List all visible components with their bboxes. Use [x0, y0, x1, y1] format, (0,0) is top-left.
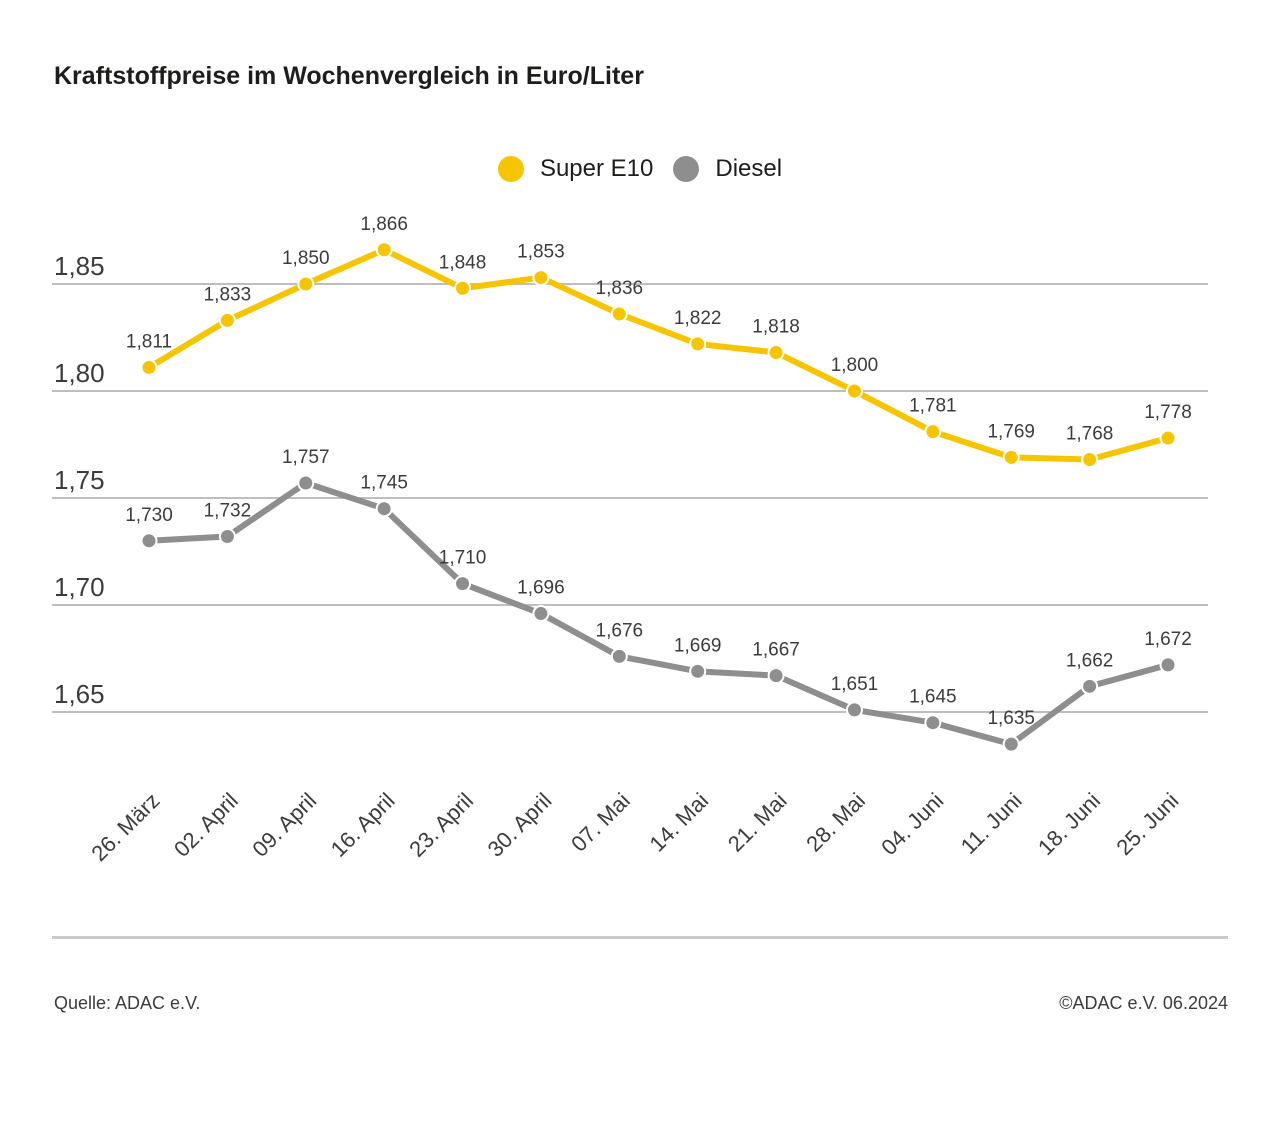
data-point-label: 1,768 [1066, 423, 1114, 444]
data-point-label: 1,669 [674, 635, 722, 656]
data-point-label: 1,667 [752, 640, 800, 661]
data-point-marker [454, 575, 472, 593]
data-point-marker [689, 335, 707, 353]
data-point-label: 1,645 [909, 687, 957, 708]
data-point-label: 1,800 [831, 355, 879, 376]
y-axis-tick-label: 1,70 [54, 572, 105, 602]
x-axis-tick-label: 14. Mai [645, 788, 714, 857]
copyright-note: ©ADAC e.V. 06.2024 [1059, 993, 1228, 1013]
data-point-label: 1,769 [987, 421, 1035, 442]
data-point-marker [610, 647, 628, 665]
y-axis-tick-label: 1,75 [54, 465, 105, 495]
data-point-marker [454, 279, 472, 297]
data-point-label: 1,818 [752, 316, 800, 337]
data-point-label: 1,811 [126, 331, 172, 352]
data-point-label: 1,710 [439, 548, 487, 569]
data-point-marker [689, 662, 707, 680]
x-axis-tick-label: 04. Juni [876, 788, 948, 860]
data-point-label: 1,757 [282, 447, 330, 468]
x-axis-tick-label: 30. April [483, 788, 557, 862]
data-point-marker [924, 423, 942, 441]
data-point-marker [140, 358, 158, 376]
data-point-marker [1002, 735, 1020, 753]
data-point-marker [375, 241, 393, 259]
series-line-diesel [146, 480, 1171, 748]
data-point-marker [924, 714, 942, 732]
data-point-marker [218, 311, 236, 329]
data-point-label: 1,732 [204, 501, 252, 522]
data-point-marker [845, 701, 863, 719]
data-point-marker [1081, 450, 1099, 468]
data-point-label: 1,781 [909, 396, 957, 417]
footer-divider [52, 936, 1228, 939]
x-axis-tick-label: 21. Mai [723, 788, 792, 857]
data-point-marker [1159, 429, 1177, 447]
series-line-super-e10 [146, 246, 1171, 463]
legend-label-super-e10: Super E10 [539, 155, 654, 182]
legend-item-diesel: Diesel [673, 155, 782, 183]
data-point-label: 1,866 [360, 214, 408, 235]
data-point-marker [767, 667, 785, 685]
y-axis-tick-label: 1,65 [54, 679, 105, 709]
legend-label-diesel: Diesel [715, 155, 783, 182]
data-point-label: 1,778 [1144, 402, 1192, 423]
source-note: Quelle: ADAC e.V. [54, 993, 201, 1013]
x-axis-tick-label: 18. Juni [1033, 788, 1105, 860]
data-point-label: 1,730 [125, 505, 173, 526]
data-point-label: 1,822 [674, 308, 722, 329]
data-point-marker [767, 343, 785, 361]
data-point-marker [140, 532, 158, 550]
y-axis-tick-label: 1,80 [54, 358, 105, 388]
data-point-label: 1,848 [439, 252, 487, 273]
legend-item-super-e10: Super E10 [497, 155, 654, 183]
data-point-label: 1,833 [204, 284, 252, 305]
data-point-marker [1002, 448, 1020, 466]
data-point-label: 1,651 [831, 674, 879, 695]
x-axis-tick-label: 28. Mai [801, 788, 870, 857]
x-axis-tick-label: 16. April [326, 788, 400, 862]
x-axis-tick-label: 02. April [169, 788, 243, 862]
chart-legend: Super E10 Diesel [0, 155, 1280, 183]
data-point-label: 1,635 [987, 708, 1035, 729]
data-point-label: 1,853 [517, 242, 565, 263]
data-point-marker [375, 500, 393, 518]
data-point-label: 1,745 [360, 473, 408, 494]
x-axis-tick-label: 26. März [86, 788, 164, 866]
data-point-marker [297, 275, 315, 293]
x-axis-tick-label: 11. Juni [956, 788, 1027, 859]
data-point-label: 1,836 [596, 278, 644, 299]
super-e10-swatch-icon [497, 156, 524, 182]
data-point-label: 1,850 [282, 248, 330, 269]
x-axis-tick-label: 25. Juni [1111, 788, 1183, 860]
x-axis-tick-label: 23. April [404, 788, 478, 862]
data-point-marker [218, 528, 236, 546]
y-axis-tick-label: 1,85 [54, 251, 105, 281]
data-point-label: 1,662 [1066, 650, 1114, 671]
data-point-label: 1,672 [1144, 629, 1192, 650]
x-axis-tick-label: 07. Mai [566, 788, 635, 857]
data-point-marker [610, 305, 628, 323]
diesel-swatch-icon [673, 156, 700, 182]
data-point-marker [845, 382, 863, 400]
page-title: Kraftstoffpreise im Wochenvergleich in E… [54, 62, 644, 90]
data-point-marker [1159, 656, 1177, 674]
x-axis-tick-label: 09. April [247, 788, 321, 862]
data-point-label: 1,676 [596, 620, 644, 641]
data-point-marker [532, 269, 550, 287]
data-point-label: 1,696 [517, 578, 565, 599]
data-point-marker [532, 605, 550, 623]
data-point-marker [1081, 677, 1099, 695]
data-point-marker [297, 474, 315, 492]
